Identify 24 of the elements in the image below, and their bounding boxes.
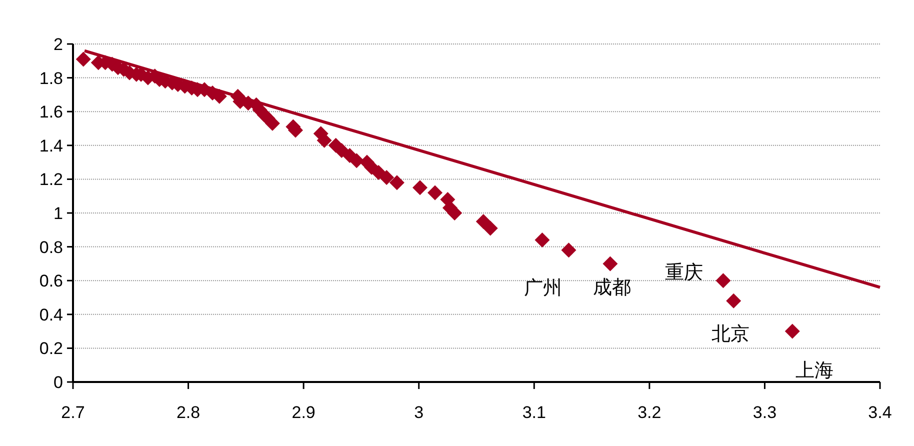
x-tick-label: 3.2 (638, 403, 662, 422)
x-tick-label: 3.1 (522, 403, 546, 422)
y-tick-label: 1.2 (39, 170, 63, 190)
annotation: 重庆 (665, 262, 704, 284)
x-tick-label: 3 (414, 403, 424, 422)
y-tick-label: 1 (54, 204, 63, 223)
x-tick-label: 2.7 (61, 403, 85, 422)
x-tick-label: 3.3 (752, 403, 777, 422)
y-tick-label: 0.4 (39, 305, 63, 324)
y-tick-label: 1.4 (39, 136, 63, 156)
y-tick-label: 1.8 (39, 68, 63, 88)
x-tick-label: 2.8 (176, 403, 200, 422)
y-tick-label: 0 (54, 373, 63, 392)
annotation: 广州 (524, 277, 562, 300)
y-tick-label: 0.2 (39, 339, 63, 358)
annotation: 北京 (712, 322, 750, 345)
x-tick-label: 3.4 (868, 403, 892, 422)
y-tick-label: 0.6 (39, 272, 63, 291)
y-tick-label: 0.8 (39, 238, 63, 257)
annotation: 成都 (593, 278, 632, 299)
y-tick-label: 2 (54, 35, 63, 54)
annotation: 上海 (795, 360, 834, 382)
y-tick-label: 1.6 (39, 102, 63, 122)
x-tick-label: 2.9 (292, 403, 316, 422)
